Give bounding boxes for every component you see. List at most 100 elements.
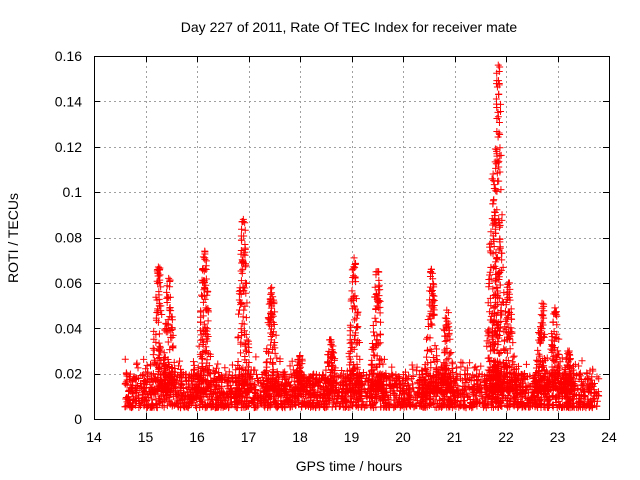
data-point: [138, 372, 146, 380]
data-point: [206, 350, 214, 358]
data-point: [352, 329, 360, 337]
data-point: [514, 390, 522, 398]
data-point: [219, 376, 227, 384]
data-point: [585, 385, 593, 393]
data-point: [200, 279, 208, 287]
data-point: [188, 394, 196, 402]
data-point: [211, 385, 219, 393]
data-point: [155, 330, 163, 338]
data-point: [168, 343, 176, 351]
data-point: [268, 371, 276, 379]
data-point: [149, 370, 157, 378]
data-point: [331, 387, 339, 395]
data-point: [339, 370, 347, 378]
data-point: [270, 398, 278, 406]
data-point: [152, 314, 160, 322]
chart-title: Day 227 of 2011, Rate Of TEC Index for r…: [181, 19, 518, 35]
data-point: [132, 374, 140, 382]
data-point: [241, 226, 249, 234]
data-point: [235, 364, 243, 372]
data-point: [300, 382, 308, 390]
data-point: [292, 401, 300, 409]
data-point: [221, 395, 229, 403]
data-point: [201, 265, 209, 273]
data-point: [530, 379, 538, 387]
data-point: [171, 365, 179, 373]
data-point: [155, 279, 163, 287]
data-point: [199, 399, 207, 407]
data-point: [463, 370, 471, 378]
data-point: [381, 399, 389, 407]
data-point: [203, 327, 211, 335]
data-point: [490, 196, 498, 204]
data-point: [257, 400, 265, 408]
data-point: [238, 299, 246, 307]
data-point: [283, 381, 291, 389]
data-point: [143, 380, 151, 388]
data-point: [222, 370, 230, 378]
data-point: [232, 394, 240, 402]
data-point: [524, 381, 532, 389]
data-point: [165, 396, 173, 404]
data-point: [161, 325, 169, 333]
data-point: [227, 385, 235, 393]
data-point: [154, 355, 162, 363]
data-point: [545, 392, 553, 400]
data-point: [217, 396, 225, 404]
data-point: [314, 387, 322, 395]
data-point: [237, 325, 245, 333]
data-point: [192, 394, 200, 402]
data-point: [221, 364, 229, 372]
data-point: [392, 391, 400, 399]
data-point: [268, 283, 276, 291]
data-point: [169, 368, 177, 376]
data-point: [150, 327, 158, 335]
data-point: [267, 378, 275, 386]
data-point: [157, 347, 165, 355]
data-point: [202, 275, 210, 283]
data-point: [241, 341, 249, 349]
data-point: [398, 395, 406, 403]
data-point: [168, 324, 176, 332]
data-point: [400, 390, 408, 398]
data-point: [356, 355, 364, 363]
data-point: [469, 386, 477, 394]
data-point: [160, 349, 168, 357]
data-point: [371, 314, 379, 322]
data-point: [177, 365, 185, 373]
data-point: [375, 394, 383, 402]
data-point: [232, 387, 240, 395]
data-point: [352, 340, 360, 348]
data-point: [321, 375, 329, 383]
data-point: [581, 376, 589, 384]
x-tick-label: 21: [447, 429, 463, 445]
data-point: [266, 385, 274, 393]
data-point: [542, 393, 550, 401]
data-point: [278, 404, 286, 412]
data-point: [373, 268, 381, 276]
data-point: [472, 363, 480, 371]
data-point: [283, 391, 291, 399]
data-point: [192, 401, 200, 409]
data-point: [173, 395, 181, 403]
data-point: [461, 366, 469, 374]
data-point: [235, 396, 243, 404]
data-point: [132, 376, 140, 384]
data-point: [121, 355, 129, 363]
data-point: [285, 396, 293, 404]
data-point: [197, 313, 205, 321]
data-point: [286, 362, 294, 370]
data-point: [141, 377, 149, 385]
data-point: [327, 336, 335, 344]
data-point: [170, 384, 178, 392]
data-point: [239, 287, 247, 295]
data-point: [183, 403, 191, 411]
data-point: [515, 362, 522, 370]
data-point: [242, 394, 250, 402]
data-point: [466, 359, 474, 367]
data-point: [392, 371, 400, 379]
data-point: [476, 378, 484, 386]
data-point: [541, 397, 549, 405]
data-point: [493, 397, 501, 405]
